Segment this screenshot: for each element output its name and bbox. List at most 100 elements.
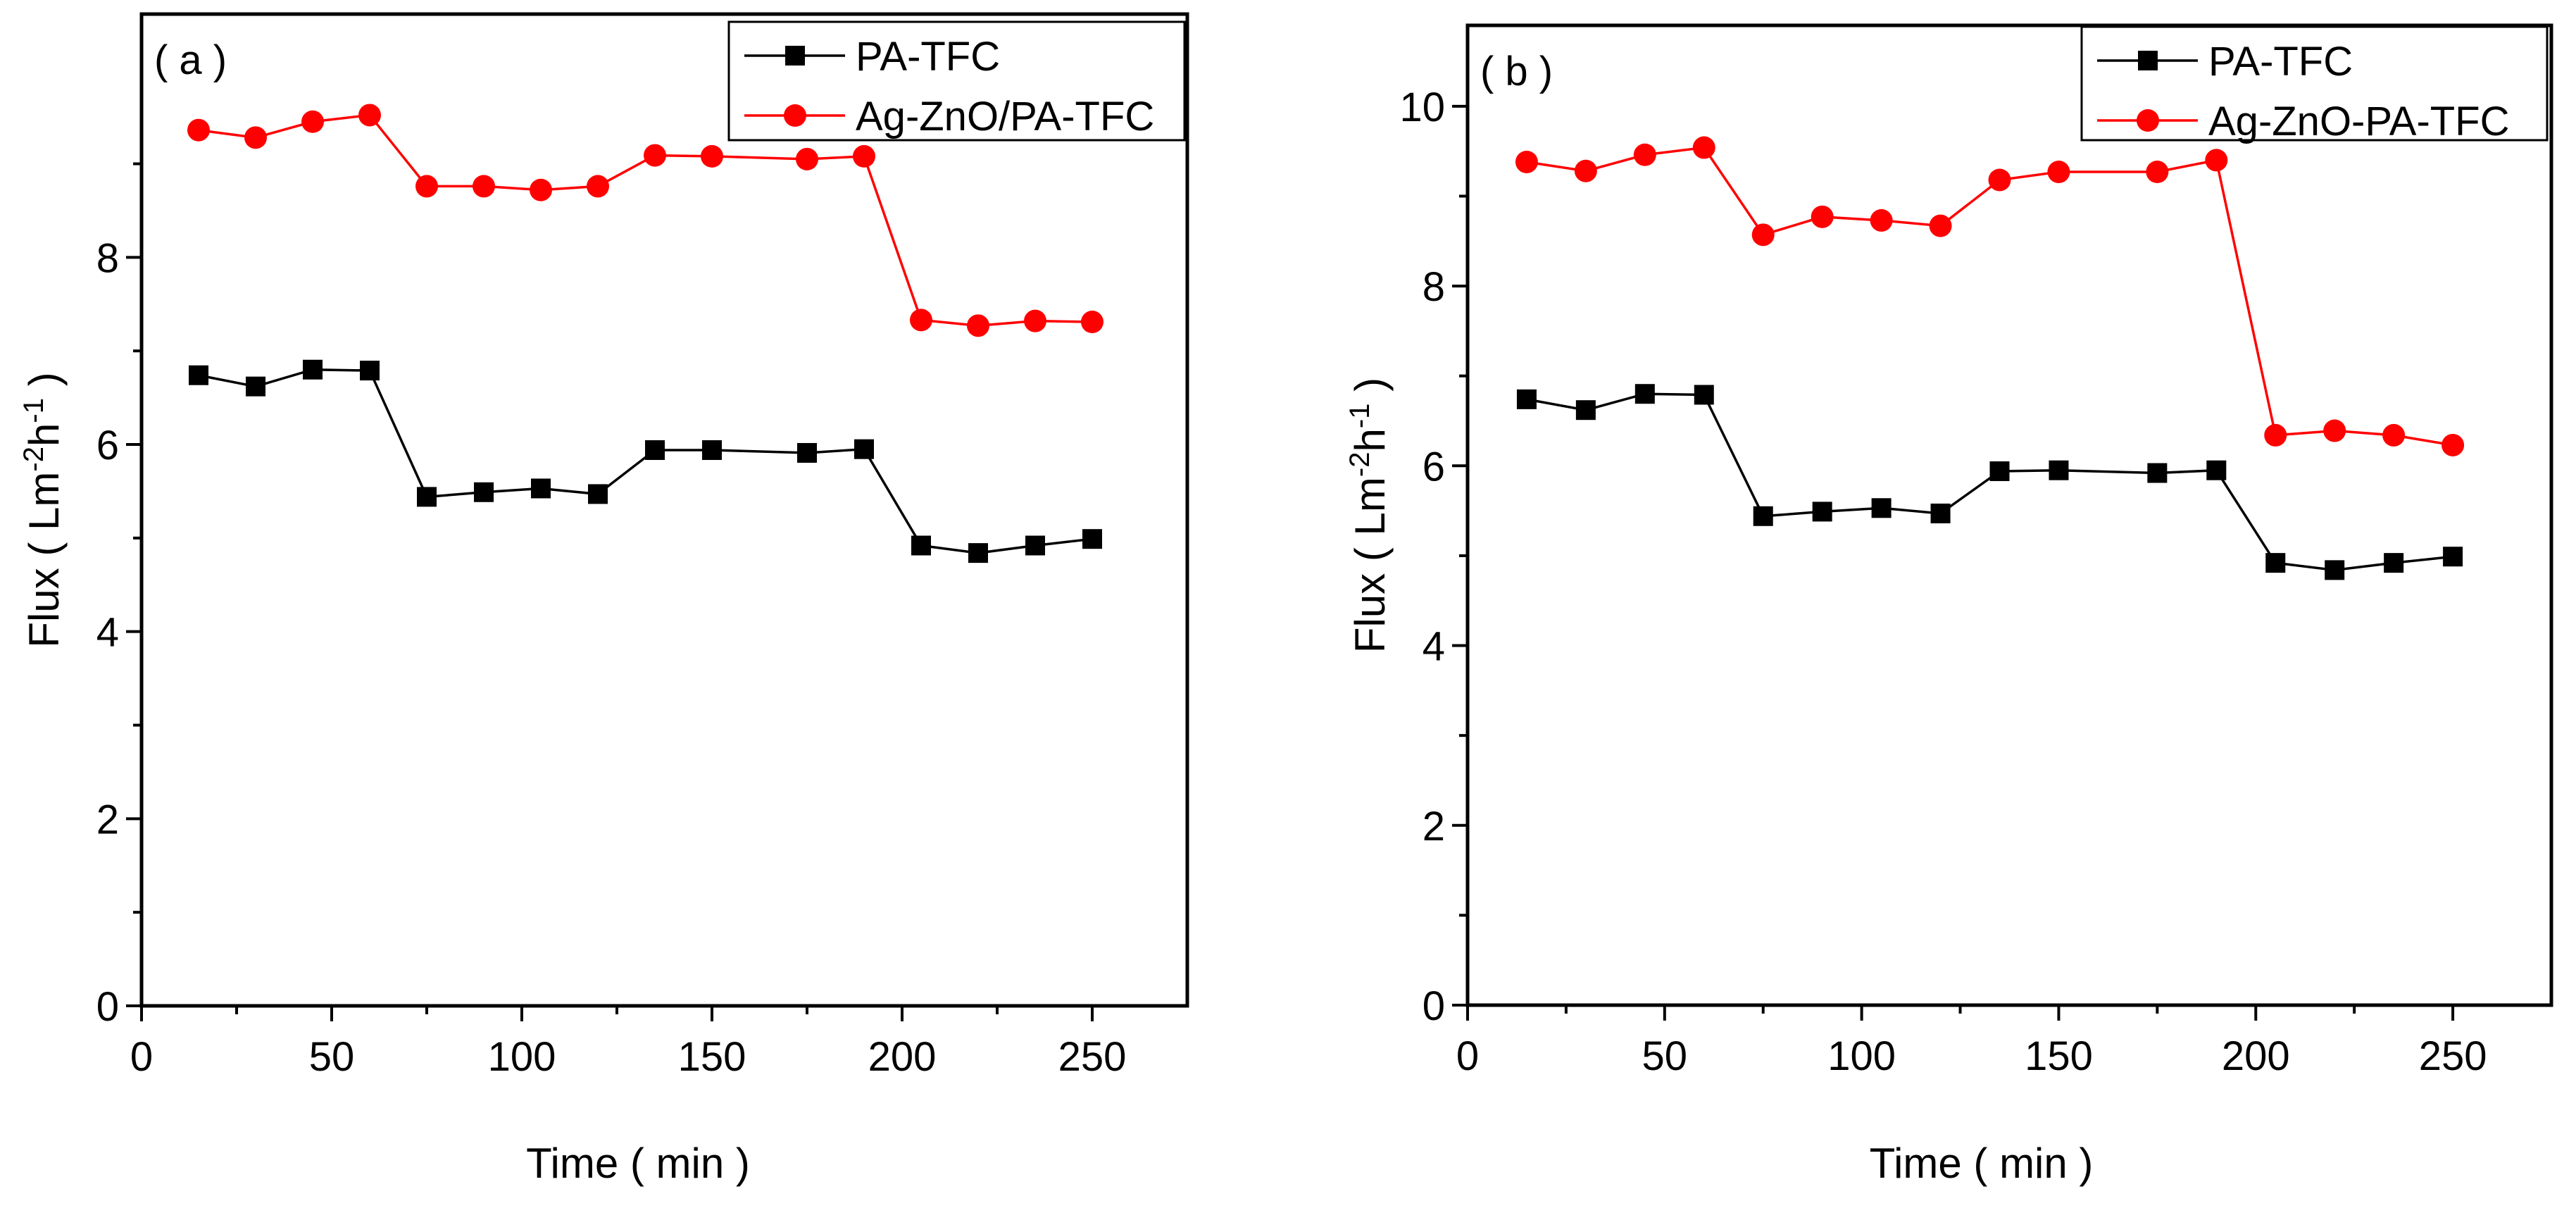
series-line [198, 368, 1093, 554]
legend-label: PA-TFC [856, 34, 1000, 80]
x-tick-label: 150 [2025, 1033, 2093, 1079]
y-axis-title-part: -2 [18, 447, 49, 472]
series-line [1526, 146, 2453, 447]
x-tick-label: 200 [868, 1034, 937, 1080]
x-tick-label: 50 [309, 1034, 355, 1080]
data-point [358, 104, 381, 127]
x-tick-label: 100 [1827, 1033, 1896, 1079]
data-point [1811, 205, 1834, 228]
data-point [1871, 498, 1892, 518]
y-tick-label: 8 [96, 235, 119, 281]
y-tick-label: 10 [1399, 85, 1445, 130]
data-point [189, 365, 208, 385]
data-point [1812, 502, 1832, 522]
y-axis-title-part: -1 [18, 398, 49, 423]
data-point [588, 484, 608, 504]
data-point [1516, 389, 1537, 409]
y-tick-label: 4 [96, 610, 119, 656]
data-point [360, 361, 380, 381]
y-axis-title-part: Flux ( Lm [20, 472, 68, 648]
data-point [531, 478, 551, 499]
legend-label: PA-TFC [2208, 39, 2353, 85]
y-tick-label: 0 [1423, 983, 1445, 1029]
data-point [2443, 547, 2463, 567]
data-point [1081, 311, 1103, 334]
data-point [2441, 433, 2465, 456]
y-axis-title-part: h [1346, 428, 1394, 452]
data-point [968, 543, 988, 563]
data-point [1082, 529, 1102, 549]
series-line [198, 113, 1093, 328]
data-point [1633, 143, 1656, 166]
data-point [702, 440, 722, 460]
x-tick-label: 0 [1456, 1033, 1479, 1079]
x-axis-title: Time ( min ) [526, 1140, 750, 1187]
data-point [2323, 419, 2346, 442]
x-tick-label: 250 [1058, 1034, 1127, 1080]
data-point [2205, 149, 2228, 172]
data-point [797, 442, 817, 463]
data-point [2049, 460, 2069, 480]
x-axis-title: Time ( min ) [1870, 1140, 2094, 1187]
x-tick-label: 0 [130, 1034, 153, 1080]
data-point [2047, 161, 2070, 184]
legend-marker [2137, 109, 2159, 132]
series-ag-zno-pa-tfc [1515, 136, 2465, 456]
plot-frame [1465, 23, 2553, 1007]
x-tick-label: 100 [488, 1034, 556, 1080]
data-point [587, 175, 609, 198]
data-point [303, 359, 323, 380]
data-point [530, 178, 552, 201]
data-point [645, 440, 665, 460]
y-axis-title: Flux ( Lm-2h-1 ) [1344, 378, 1394, 653]
data-point [1515, 150, 1538, 173]
data-point [2206, 460, 2227, 480]
data-point [301, 110, 324, 133]
series-pa-tfc [189, 359, 1102, 563]
data-point [853, 144, 875, 168]
data-point [246, 376, 265, 397]
x-tick-label: 250 [2419, 1033, 2487, 1079]
data-point [1024, 309, 1046, 332]
data-point [701, 144, 723, 168]
data-point [1989, 461, 2010, 481]
legend-label: Ag-ZnO-PA-TFC [2208, 99, 2510, 144]
data-point [415, 175, 438, 198]
data-point [1870, 208, 1893, 232]
data-point [2325, 560, 2345, 580]
data-point [2146, 161, 2169, 184]
data-point [1575, 400, 1596, 421]
data-point [2382, 423, 2406, 447]
data-point [1929, 214, 1952, 237]
data-point [244, 126, 267, 149]
data-point [2264, 423, 2287, 447]
legend-marker [2138, 51, 2158, 70]
data-point [187, 118, 210, 142]
data-point [2147, 463, 2168, 483]
data-point [1025, 535, 1045, 556]
data-point [473, 175, 495, 198]
data-point [911, 535, 931, 556]
data-point [1694, 385, 1714, 405]
y-tick-label: 0 [96, 984, 119, 1030]
legend-marker [784, 104, 806, 127]
data-point [417, 487, 437, 507]
data-point [1753, 506, 1773, 526]
panel-label: ( a ) [154, 37, 227, 83]
data-point [2384, 553, 2404, 573]
y-tick-label: 4 [1423, 624, 1445, 670]
x-tick-label: 150 [678, 1034, 746, 1080]
chart-panel-b: 0 50 100 150 200 250 0 2 4 6 8 10 Time ( min ) Flux (… [1344, 23, 2553, 1187]
y-axis-title-part: ) [20, 372, 68, 398]
y-axis-title-part: -2 [1344, 452, 1375, 478]
y-tick-label: 6 [1423, 444, 1445, 490]
data-point [2265, 553, 2286, 573]
legend-marker [785, 46, 805, 66]
data-point [910, 309, 932, 332]
data-point [644, 144, 666, 167]
data-point [796, 147, 818, 170]
y-axis-title-part: Flux ( Lm [1346, 477, 1394, 653]
data-point [1751, 223, 1775, 247]
y-tick-label: 6 [96, 423, 119, 468]
legend: PA-TFC Ag-ZnO-PA-TFC [2080, 25, 2549, 144]
